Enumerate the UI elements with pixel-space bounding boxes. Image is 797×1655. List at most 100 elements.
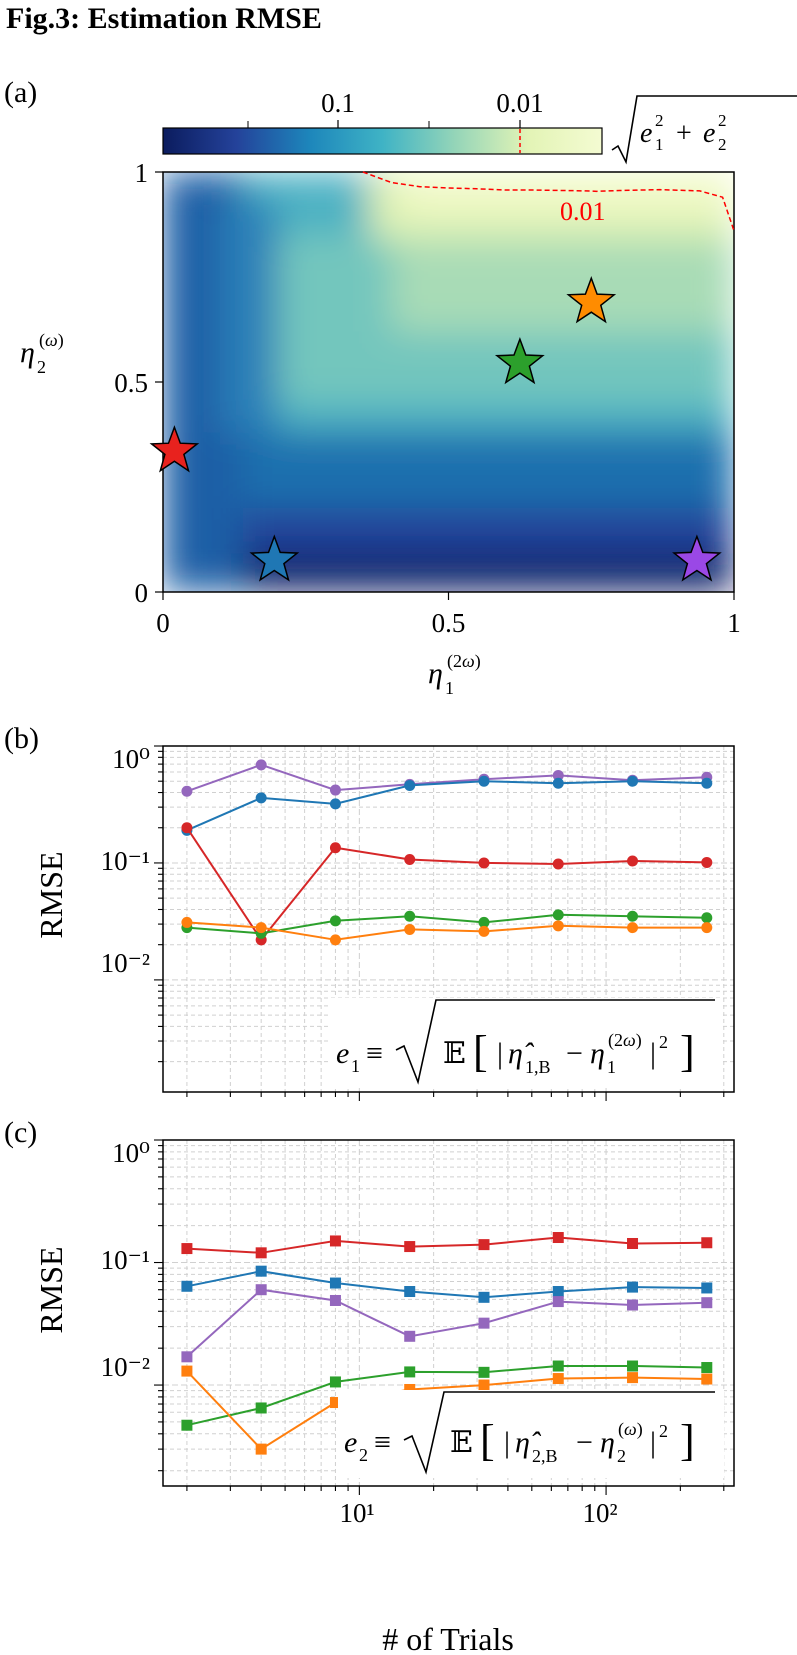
- rmse-e1-panel: RMSE 10⁰ 10⁻¹ 10⁻² e 1 ≡ 𝔼 [ | η̂ 1,B − …: [33, 744, 735, 1101]
- heatmap-x-label: η 1 (2ω): [428, 651, 481, 698]
- y-tick-label-b: 10⁰: [112, 744, 150, 774]
- svg-text:2: 2: [37, 357, 46, 377]
- star-red: [149, 425, 200, 473]
- heatmap-image: [163, 172, 734, 592]
- svg-text:2: 2: [359, 1445, 368, 1465]
- axis-ticks-c: [154, 1139, 725, 1495]
- svg-text:(ω): (ω): [618, 1419, 643, 1440]
- point-red: [181, 822, 193, 834]
- series-line-red: [186, 1236, 707, 1254]
- heatmap-y-axis: 1 0.5 0: [114, 158, 163, 608]
- x-tick-label: 0.5: [432, 608, 466, 638]
- point-blue: [478, 1291, 490, 1303]
- svg-text:2: 2: [617, 1446, 626, 1466]
- point-red: [404, 854, 416, 866]
- x-tick-label: 0: [156, 608, 170, 638]
- svg-text:2: 2: [655, 111, 664, 130]
- heatmap-region: [391, 230, 734, 332]
- point-orange: [404, 1383, 416, 1395]
- point-purple: [255, 1284, 267, 1296]
- point-orange: [552, 920, 564, 932]
- x-tick-label-c: 10¹: [339, 1498, 374, 1528]
- y-tick-label: 0.5: [114, 368, 148, 398]
- svg-text:|: |: [504, 1426, 510, 1459]
- point-blue: [404, 1286, 416, 1298]
- series-line-blue: [186, 1270, 707, 1299]
- point-blue: [552, 777, 564, 789]
- point-red: [181, 1243, 193, 1255]
- series-b: [181, 759, 713, 946]
- point-blue: [255, 792, 267, 804]
- point-orange: [478, 925, 490, 937]
- svg-text:1: 1: [351, 1056, 360, 1076]
- colorbar-tick-label: 0.01: [496, 88, 543, 118]
- series-line-green: [186, 913, 707, 935]
- heatmap-x-axis: 0 0.5 1: [156, 592, 741, 638]
- point-red: [255, 1247, 267, 1259]
- xlabel-c: # of Trials: [382, 1621, 514, 1655]
- point-green: [255, 1402, 267, 1414]
- point-blue: [478, 775, 490, 787]
- point-orange: [255, 922, 267, 934]
- svg-text:1: 1: [655, 135, 664, 154]
- point-blue: [627, 1281, 639, 1293]
- point-purple: [255, 759, 267, 771]
- colorbar-label: e 1 2 + e 2 2: [611, 95, 797, 165]
- contour-0.01: [362, 171, 735, 232]
- point-blue: [404, 779, 416, 791]
- svg-text:e: e: [640, 118, 652, 149]
- point-purple: [552, 769, 564, 781]
- y-tick-label: 0: [135, 578, 149, 608]
- svg-text:|: |: [497, 1037, 503, 1070]
- svg-text:|: |: [650, 1426, 656, 1459]
- point-red: [404, 1241, 416, 1253]
- svg-text:1: 1: [445, 678, 454, 698]
- figure-title: Fig.3: Estimation RMSE: [6, 2, 322, 35]
- svg-text:2: 2: [718, 111, 727, 130]
- svg-text:[: [: [480, 1416, 495, 1465]
- panel-label-c: (c): [4, 1116, 38, 1149]
- point-green: [627, 1360, 639, 1372]
- frame-c: [162, 1139, 735, 1487]
- svg-text:e: e: [336, 1037, 349, 1070]
- heatmap-panel: 0.1 0.01 e 1 2 + e 2 2 0 0.5 1 1 0.5: [20, 88, 797, 698]
- series-line-purple: [186, 763, 707, 793]
- panel-label-b: (b): [4, 722, 39, 755]
- point-red: [627, 855, 639, 867]
- point-orange: [329, 1397, 341, 1409]
- point-blue: [701, 1282, 713, 1294]
- svg-text:]: ]: [680, 1416, 695, 1465]
- point-green: [552, 909, 564, 921]
- point-purple: [181, 785, 193, 797]
- point-green: [552, 1360, 564, 1372]
- point-orange: [329, 934, 341, 946]
- svg-text:η: η: [600, 1426, 615, 1459]
- series-line-purple: [186, 1288, 707, 1358]
- svg-text:−: −: [566, 1037, 583, 1070]
- svg-text:−: −: [576, 1426, 593, 1459]
- point-green: [478, 1366, 490, 1378]
- series-c: [181, 1232, 713, 1455]
- point-red: [478, 1239, 490, 1251]
- svg-text:2: 2: [718, 135, 727, 154]
- svg-text:≡: ≡: [374, 1426, 391, 1459]
- point-green: [701, 1362, 713, 1374]
- point-red: [701, 856, 713, 868]
- point-green: [478, 916, 490, 928]
- series-line-orange: [186, 1370, 707, 1451]
- point-red: [329, 842, 341, 854]
- point-red: [627, 1237, 639, 1249]
- svg-text:(2ω): (2ω): [608, 1030, 642, 1051]
- svg-text:1: 1: [607, 1057, 616, 1077]
- star-blue: [249, 534, 300, 582]
- svg-text:2,B: 2,B: [532, 1446, 558, 1466]
- point-purple: [181, 1351, 193, 1363]
- point-blue: [181, 1280, 193, 1292]
- axis-ticks-b: [154, 745, 725, 1101]
- point-green: [404, 910, 416, 922]
- point-blue: [329, 798, 341, 810]
- x-tick-label: 1: [727, 608, 741, 638]
- series-line-red: [186, 827, 707, 942]
- rmse-e2-panel: RMSE 10⁰ 10⁻¹ 10⁻² 10¹ 10² # of Trials e…: [33, 1138, 735, 1655]
- point-blue: [255, 1265, 267, 1277]
